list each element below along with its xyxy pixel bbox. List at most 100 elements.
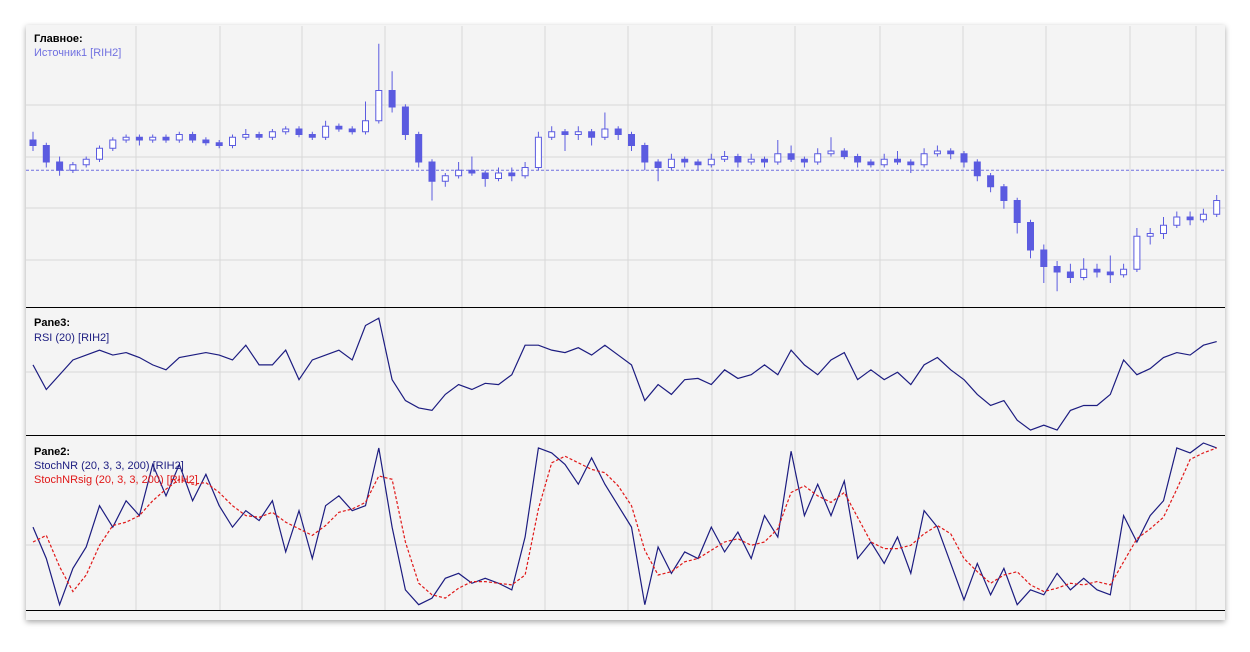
candle-body (215, 142, 223, 146)
candle-body (1160, 224, 1167, 234)
candle-body (973, 161, 981, 177)
candle-body (322, 125, 330, 138)
candle-body (1013, 200, 1021, 223)
candle-body (455, 169, 463, 177)
candle-body (574, 131, 582, 135)
candle-body (69, 164, 77, 171)
series-line (32, 442, 1217, 607)
candle-body (1053, 266, 1061, 273)
candle-body (29, 139, 37, 146)
candle-body (149, 136, 157, 141)
candle-body (1120, 268, 1128, 276)
candle-body (774, 153, 782, 163)
candle-body (1199, 213, 1207, 221)
candle-body (1093, 268, 1101, 273)
candle-body (867, 161, 875, 166)
candle-body (840, 150, 848, 157)
candle-body (109, 139, 117, 149)
candle-body (42, 145, 50, 163)
candle-body (162, 136, 170, 141)
candle-body (1066, 271, 1074, 278)
candle-body (1027, 222, 1034, 251)
plot (26, 43, 1225, 607)
candle-body (854, 156, 862, 163)
candle-body (82, 158, 90, 166)
candle-body (947, 150, 955, 155)
candle-body (920, 153, 928, 166)
legend-entry: Источник1 [RIH2] (34, 47, 121, 59)
candle-body (428, 161, 436, 182)
candle-body (681, 158, 689, 163)
candle-body (1040, 249, 1048, 267)
candle-body (135, 136, 143, 141)
candle-body (614, 128, 622, 135)
legend-entry: RSI (20) [RIH2] (34, 332, 109, 344)
candle-body (960, 153, 968, 163)
candle-body (521, 167, 529, 177)
chart-frame (26, 25, 1225, 620)
candle-body (534, 136, 542, 168)
candle-body (175, 134, 183, 141)
candle-body (588, 131, 596, 138)
candle-body (415, 134, 423, 163)
candle-body (721, 156, 729, 160)
candle-body (1000, 186, 1008, 201)
candle-body (56, 161, 64, 171)
candle-body (122, 136, 130, 141)
candle-body (189, 134, 197, 141)
candle-body (348, 128, 356, 133)
candle-body (601, 128, 609, 138)
candle-body (880, 158, 888, 166)
candle-body (362, 120, 369, 133)
candle-body (628, 134, 635, 146)
candle-body (495, 172, 502, 179)
candle-body (800, 158, 808, 163)
legend-entry: StochNR (20, 3, 3, 200) [RIH2] (34, 460, 184, 472)
candle-body (787, 153, 795, 160)
candle-body (641, 145, 649, 163)
candle-body (761, 158, 768, 163)
candle-body (1173, 216, 1181, 226)
candle-body (441, 175, 449, 182)
candle-body (229, 136, 236, 146)
candle-body (388, 90, 396, 108)
candle-body (282, 128, 290, 133)
candle-body (933, 150, 941, 155)
candle-body (468, 169, 476, 174)
candle-body (907, 161, 915, 166)
candle-body (295, 128, 303, 135)
candle-body (242, 134, 250, 138)
candle-body (335, 125, 343, 130)
candle-body (814, 153, 822, 163)
candle-body (481, 172, 489, 179)
candle-body (654, 161, 662, 168)
candle-body (268, 131, 276, 138)
candle-body (987, 175, 995, 188)
candle-body (308, 134, 316, 138)
candle-body (548, 131, 556, 138)
candle-body (1146, 233, 1154, 237)
candle-body (508, 172, 516, 177)
candle-body (561, 131, 569, 135)
candle-body (401, 106, 409, 135)
pane-title: Главное: (34, 33, 83, 45)
candle-body (1213, 200, 1221, 215)
candle-body (694, 161, 702, 166)
candle-body (894, 158, 901, 163)
candle-body (1133, 235, 1141, 270)
pane-title: Pane2: (34, 446, 70, 458)
pane-title: Pane3: (34, 317, 70, 329)
candle-body (747, 158, 755, 163)
candle-body (707, 158, 715, 166)
candle-body (827, 150, 835, 155)
series-line (32, 447, 1217, 599)
candle-body (375, 90, 383, 122)
candle-body (734, 156, 742, 163)
candle-body (1186, 216, 1194, 221)
candle-body (667, 158, 675, 168)
candle-body (96, 147, 103, 160)
candle-body (255, 134, 263, 138)
candle-body (1080, 268, 1088, 278)
